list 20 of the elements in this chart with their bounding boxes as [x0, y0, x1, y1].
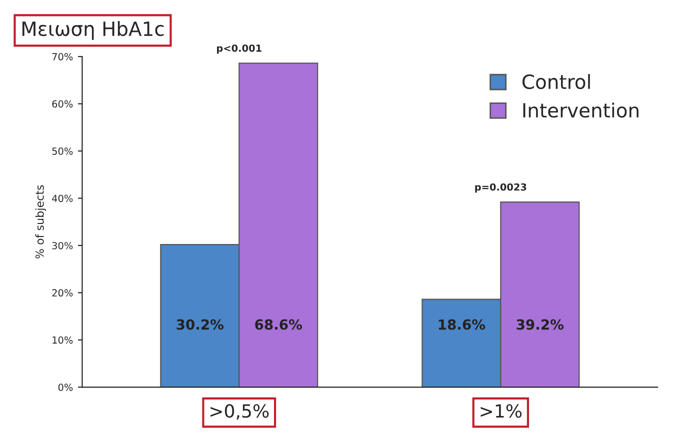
y-tick-label: 40%	[52, 194, 73, 202]
annotation: p=0.0023	[475, 183, 526, 193]
legend-label: Intervention	[523, 102, 638, 118]
chart-title: Μειωση HbA1c	[22, 21, 164, 40]
y-axis-title: % of subjects	[35, 185, 46, 258]
data-label: 68.6%	[255, 319, 302, 330]
y-tick-label: 10%	[52, 336, 73, 344]
x-tick-label: >0,5%	[210, 404, 269, 420]
x-tick-label: >1%	[480, 404, 522, 418]
y-tick-label: 70%	[52, 53, 73, 60]
data-label: 18.6%	[438, 319, 486, 330]
y-tick-label: 60%	[52, 100, 73, 108]
legend-label: Control	[522, 74, 590, 90]
annotation: p<0.001	[217, 44, 262, 54]
data-label: 30.2%	[176, 319, 224, 330]
y-tick-label: 20%	[52, 289, 73, 297]
y-tick-label: 0%	[58, 384, 73, 391]
y-tick-label: 50%	[52, 147, 73, 155]
y-tick-label: 30%	[52, 242, 73, 250]
data-label: 39.2%	[516, 319, 564, 330]
